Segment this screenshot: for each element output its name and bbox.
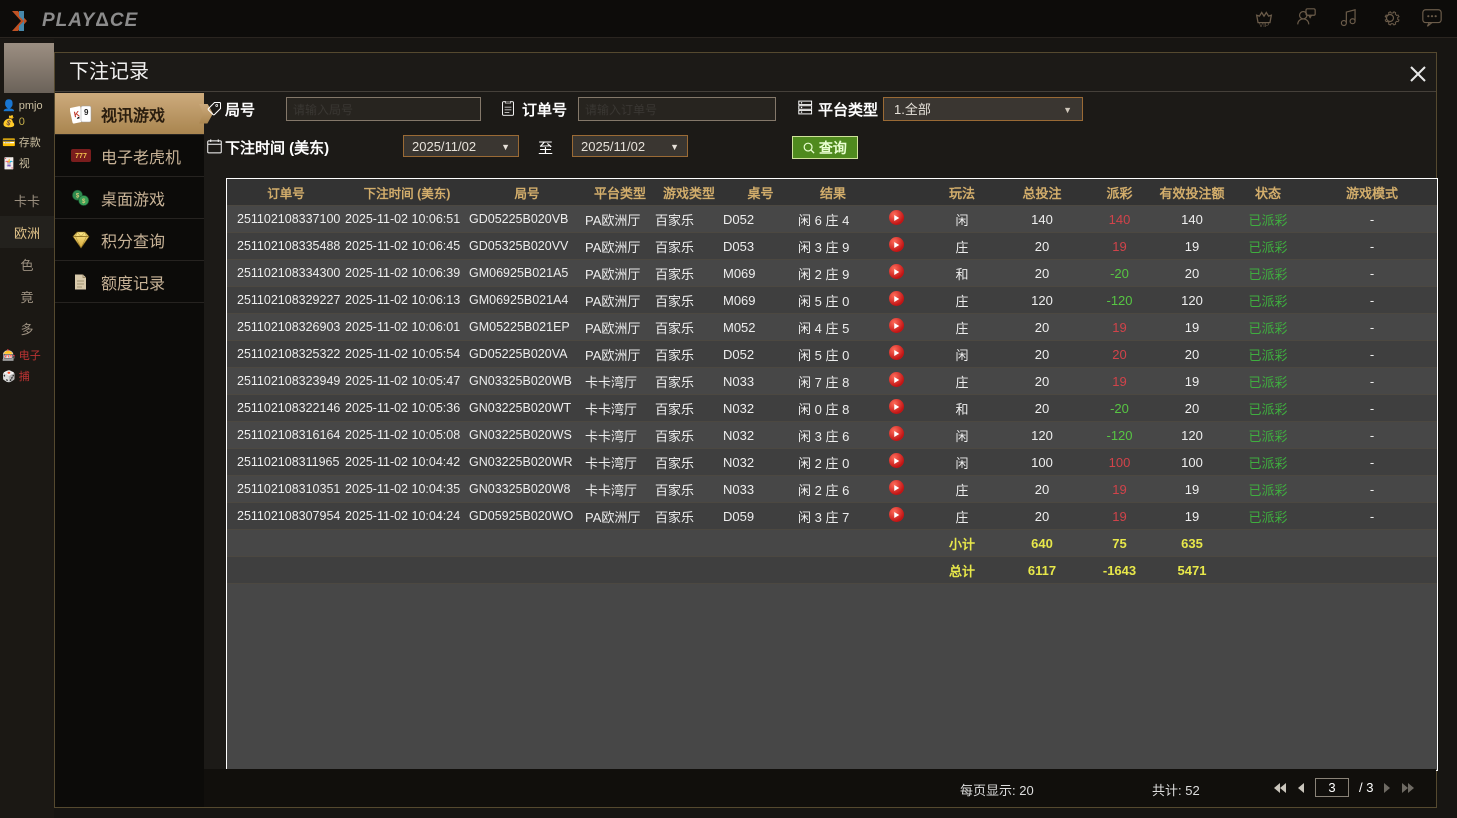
svg-text:777: 777 — [75, 153, 87, 160]
svg-text:9: 9 — [84, 108, 89, 117]
svg-text:VIP: VIP — [1259, 22, 1269, 29]
